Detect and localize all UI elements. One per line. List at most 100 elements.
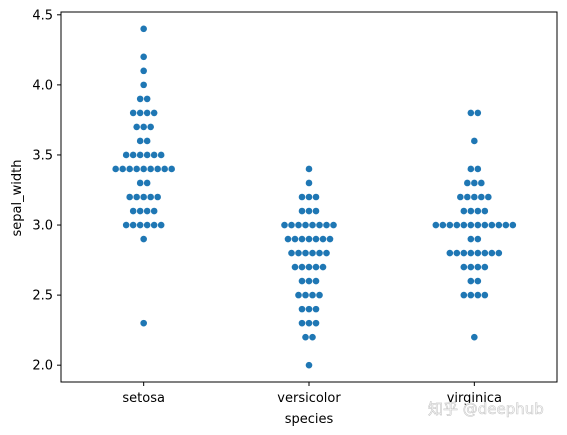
data-point-versicolor — [312, 277, 320, 285]
data-point-versicolor — [312, 193, 320, 201]
data-point-versicolor — [319, 263, 327, 271]
data-point-virginica — [474, 207, 482, 215]
x-tick-label-setosa: setosa — [122, 391, 165, 406]
data-point-versicolor — [326, 235, 334, 243]
data-point-versicolor — [316, 221, 323, 229]
data-point-versicolor — [295, 221, 302, 229]
y-tick-label: 2.5 — [32, 289, 53, 304]
data-point-virginica — [509, 221, 517, 229]
data-point-versicolor — [302, 249, 309, 257]
data-point-setosa — [140, 123, 147, 131]
data-point-virginica — [481, 291, 489, 299]
y-tick-label: 4.5 — [32, 8, 53, 23]
data-point-setosa — [147, 123, 154, 131]
data-point-virginica — [495, 249, 503, 257]
data-point-setosa — [143, 95, 151, 103]
data-point-virginica — [474, 235, 482, 243]
data-point-setosa — [140, 67, 147, 75]
data-point-virginica — [460, 249, 468, 257]
data-point-virginica — [460, 291, 468, 299]
data-point-setosa — [136, 151, 144, 159]
data-point-setosa — [133, 165, 140, 173]
data-point-setosa — [140, 193, 147, 201]
data-point-setosa — [143, 151, 151, 159]
data-point-virginica — [460, 263, 468, 271]
data-point-versicolor — [298, 277, 306, 285]
data-point-versicolor — [281, 221, 288, 229]
data-point-virginica — [478, 193, 485, 201]
data-point-setosa — [157, 151, 165, 159]
data-point-versicolor — [288, 221, 295, 229]
data-point-versicolor — [284, 235, 292, 243]
data-point-setosa — [150, 109, 158, 117]
data-point-virginica — [474, 221, 482, 229]
data-point-setosa — [126, 165, 133, 173]
data-point-versicolor — [316, 291, 323, 299]
data-point-versicolor — [312, 305, 320, 313]
data-point-setosa — [154, 193, 161, 201]
data-point-setosa — [143, 137, 151, 145]
data-point-virginica — [467, 291, 475, 299]
data-point-setosa — [150, 221, 158, 229]
data-point-virginica — [495, 221, 503, 229]
x-tick-label-versicolor: versicolor — [277, 391, 341, 406]
data-point-setosa — [140, 235, 147, 243]
data-point-setosa — [150, 151, 158, 159]
data-point-versicolor — [298, 263, 306, 271]
data-point-versicolor — [298, 319, 306, 327]
data-point-virginica — [478, 179, 485, 187]
y-axis-label: sepal_width — [10, 160, 25, 237]
data-point-virginica — [453, 249, 461, 257]
data-point-setosa — [140, 53, 147, 61]
data-point-virginica — [453, 221, 461, 229]
data-point-versicolor — [298, 305, 306, 313]
data-point-virginica — [446, 221, 454, 229]
data-point-versicolor — [316, 249, 323, 257]
y-tick-label: 4.0 — [32, 78, 53, 93]
data-point-setosa — [136, 179, 144, 187]
data-point-setosa — [136, 109, 144, 117]
data-point-virginica — [467, 235, 475, 243]
data-point-setosa — [147, 193, 154, 201]
data-point-virginica — [474, 277, 482, 285]
data-point-setosa — [161, 165, 168, 173]
data-points — [112, 25, 517, 369]
data-point-setosa — [136, 207, 144, 215]
data-point-setosa — [140, 81, 147, 89]
data-point-setosa — [150, 207, 158, 215]
data-point-setosa — [168, 165, 175, 173]
data-point-setosa — [129, 221, 137, 229]
data-point-virginica — [460, 207, 468, 215]
data-point-versicolor — [305, 361, 313, 369]
data-point-versicolor — [330, 221, 337, 229]
data-point-setosa — [157, 221, 165, 229]
data-point-setosa — [140, 319, 147, 327]
data-point-setosa — [122, 151, 130, 159]
data-point-virginica — [471, 137, 478, 145]
data-point-virginica — [467, 263, 475, 271]
y-axis: 2.0 2.5 3.0 3.5 4.0 4.5 — [32, 8, 61, 374]
data-point-versicolor — [309, 291, 316, 299]
y-tick-label: 2.0 — [32, 359, 53, 374]
data-point-versicolor — [295, 291, 302, 299]
data-point-versicolor — [298, 207, 306, 215]
data-point-setosa — [112, 165, 119, 173]
data-point-setosa — [133, 193, 140, 201]
data-point-setosa — [154, 165, 161, 173]
data-point-virginica — [467, 249, 475, 257]
data-point-versicolor — [291, 235, 299, 243]
data-point-versicolor — [305, 207, 313, 215]
data-point-virginica — [481, 221, 489, 229]
data-point-virginica — [488, 221, 496, 229]
data-point-virginica — [502, 221, 510, 229]
data-point-virginica — [471, 179, 478, 187]
data-point-setosa — [122, 221, 130, 229]
data-point-versicolor — [302, 291, 309, 299]
data-point-versicolor — [305, 305, 313, 313]
data-point-virginica — [485, 193, 492, 201]
data-point-setosa — [136, 95, 144, 103]
x-axis: setosa versicolor virginica — [122, 382, 502, 406]
data-point-setosa — [136, 137, 144, 145]
data-point-versicolor — [312, 319, 320, 327]
